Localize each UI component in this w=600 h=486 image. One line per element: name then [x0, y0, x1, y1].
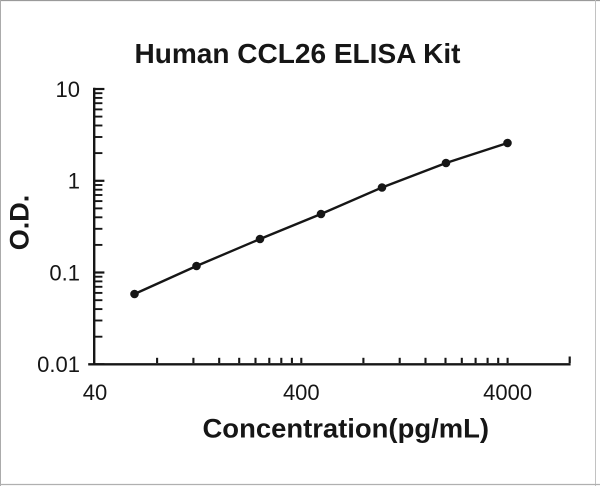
svg-text:0.01: 0.01: [37, 352, 80, 377]
svg-text:Human CCL26 ELISA Kit: Human CCL26 ELISA Kit: [135, 38, 461, 69]
svg-text:10: 10: [56, 77, 80, 102]
svg-text:0.1: 0.1: [49, 260, 80, 285]
svg-text:Concentration(pg/mL): Concentration(pg/mL): [203, 414, 490, 444]
svg-text:40: 40: [83, 380, 107, 405]
svg-text:1: 1: [68, 169, 80, 194]
svg-text:400: 400: [283, 380, 320, 405]
svg-text:4000: 4000: [483, 380, 532, 405]
svg-text:O.D.: O.D.: [5, 195, 35, 251]
